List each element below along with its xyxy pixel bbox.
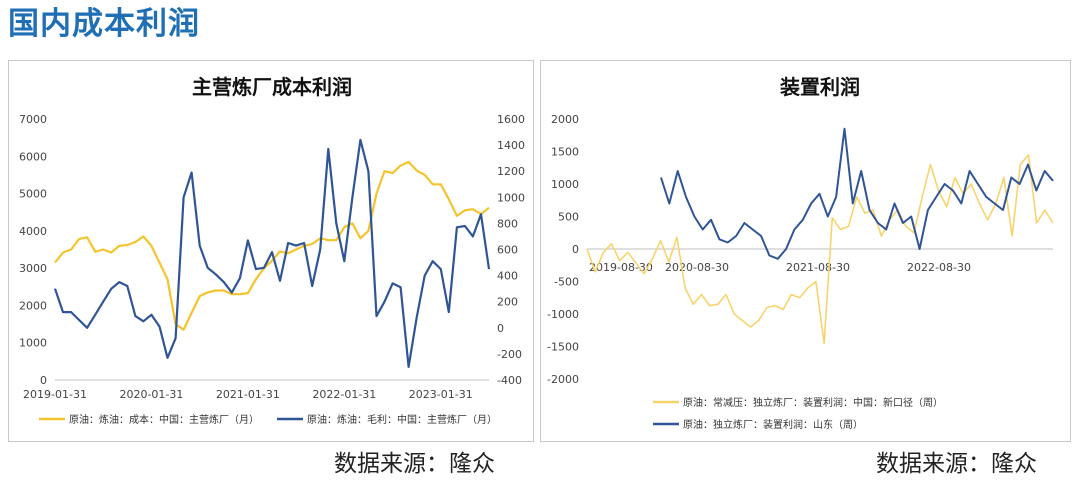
chart-panel-unit-profit: 装置利润 -2000 -1500 -1000 -500 0 500 1000 1500 2000 2… (540, 60, 1071, 442)
y2-tick-label: 1200 (497, 165, 525, 178)
y-tick-label: 2000 (551, 113, 579, 126)
y2-tick-label: 800 (497, 217, 518, 230)
y-tick-label: -2000 (547, 373, 579, 386)
x-tick-label: 2020-08-30 (665, 261, 729, 274)
x-tick-label: 2021-08-30 (786, 261, 850, 274)
page-title: 国内成本利润 (8, 6, 200, 42)
chart-panel-refinery: 主营炼厂成本利润 0 1000 2000 3000 4000 5000 6000 7000 -40… (8, 60, 534, 442)
y-tick-label: 4000 (19, 225, 47, 238)
y-tick-label: 2000 (19, 299, 47, 312)
y-tick-label: -1000 (547, 308, 579, 321)
chart-unit-profit: 装置利润 -2000 -1500 -1000 -500 0 500 1000 1500 2000 2… (547, 75, 1054, 431)
y-tick-label: 6000 (19, 150, 47, 163)
chart-refinery-cost-profit: 主营炼厂成本利润01000200030004000500060007000-40… (19, 75, 525, 426)
y-tick-label: 500 (558, 211, 579, 224)
y-tick-label: 1000 (19, 337, 47, 350)
y2-tick-label: 400 (497, 270, 518, 283)
y-tick-label: 5000 (19, 188, 47, 201)
legend-label-cost: 原油：炼油：成本：中国：主营炼厂（月） (69, 413, 259, 426)
y2-tick-label: 0 (497, 322, 504, 335)
legend-label-margin: 原油：炼油：毛利：中国：主营炼厂（月） (307, 413, 497, 426)
series-line-shandong (660, 127, 1054, 260)
y-tick-label: 1500 (551, 146, 579, 159)
chart-title: 主营炼厂成本利润 (192, 75, 352, 99)
y2-tick-label: 1600 (497, 113, 525, 126)
y2-tick-label: 1000 (497, 191, 525, 204)
series-line-margin (53, 138, 491, 368)
y2-tick-label: 200 (497, 296, 518, 309)
data-source-right: 数据来源：隆众 (876, 451, 1037, 477)
legend-label-shandong: 原油：独立炼厂：装置利润：山东（周） (683, 418, 863, 431)
x-tick-label: 2020-01-31 (119, 388, 183, 401)
y-tick-label: -500 (554, 276, 579, 289)
y-tick-label: 3000 (19, 262, 47, 275)
x-tick-label: 2021-01-31 (216, 388, 280, 401)
chart-title: 装置利润 (779, 75, 860, 99)
x-tick-label: 2022-01-31 (312, 388, 376, 401)
x-tick-label: 2023-01-31 (409, 388, 473, 401)
series-line-cost (54, 160, 490, 331)
series-line-atmospheric (586, 154, 1054, 345)
y2-tick-label: 1400 (497, 139, 525, 152)
y-tick-label: 0 (40, 374, 47, 387)
y-tick-label: 7000 (19, 113, 47, 126)
x-tick-label: 2019-01-31 (23, 388, 87, 401)
y-tick-label: 0 (572, 243, 579, 256)
y2-tick-label: -200 (497, 348, 522, 361)
legend-label-atmospheric: 原油：常减压：独立炼厂：装置利润：中国：新口径（周） (683, 396, 943, 409)
y2-tick-label: 600 (497, 244, 518, 257)
y2-tick-label: -400 (497, 374, 522, 387)
data-source-left: 数据来源：隆众 (334, 451, 495, 477)
y-tick-label: 1000 (551, 178, 579, 191)
y-tick-label: -1500 (547, 341, 579, 354)
x-tick-label: 2022-08-30 (907, 261, 971, 274)
